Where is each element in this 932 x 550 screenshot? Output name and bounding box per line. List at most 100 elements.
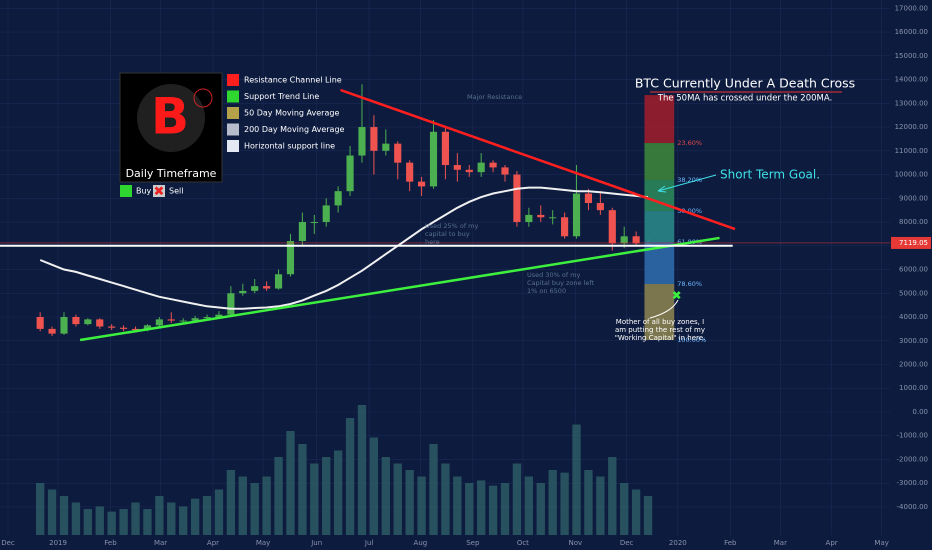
y-tick-label: 5000.00 (899, 289, 928, 297)
candle-body (632, 236, 640, 244)
fib-zone (644, 143, 675, 181)
candle-body (227, 293, 235, 315)
x-tick-label: Aug (414, 539, 428, 547)
faint-note: Used 25% of my (425, 222, 479, 230)
logo-icon (193, 88, 213, 108)
legend-label: Horizontal support line (244, 142, 335, 151)
candle-body (358, 127, 366, 156)
volume-bar (286, 431, 295, 535)
buy-zone-text: "Working Capital" in here. (615, 334, 706, 342)
legend-swatch (227, 74, 239, 86)
fib-label: 100.00% (677, 336, 706, 344)
legend-label: Support Trend Line (244, 92, 319, 101)
volume-bar (298, 444, 307, 535)
candle-body (155, 319, 163, 326)
candle-body (346, 155, 354, 192)
legend-label: 50 Day Moving Average (244, 109, 339, 118)
candle-body (608, 210, 616, 244)
x-tick-label: May (256, 539, 270, 547)
legend-swatch (227, 123, 239, 136)
y-tick-label: 16000.00 (895, 28, 928, 36)
candle-body (501, 167, 509, 175)
x-tick-label: Dec (620, 539, 634, 547)
y-tick-label: -4000.00 (897, 503, 928, 511)
candle-body (274, 274, 283, 289)
volume-bar (405, 470, 414, 535)
volume-bar (631, 489, 641, 535)
volume-bar (226, 470, 236, 535)
buy-zone-text: Mother of all buy zones, I (616, 318, 704, 326)
candle-body (298, 222, 306, 242)
volume-bar (643, 496, 653, 535)
volume-bar (190, 498, 200, 535)
volume-bar (488, 485, 498, 535)
candle-body (382, 143, 390, 151)
faint-note: Major Resistance (467, 93, 522, 101)
volume-bar (274, 457, 283, 535)
volume-bar (167, 502, 176, 535)
y-tick-label: 3000.00 (899, 337, 928, 345)
y-tick-label: -3000.00 (897, 479, 928, 487)
buy-zone-text: am putting the rest of my (615, 326, 705, 334)
volume-bar (250, 483, 259, 535)
volume-bar (202, 496, 212, 535)
candle-body (84, 319, 92, 325)
candle-body (143, 325, 152, 331)
ma-line (39, 186, 649, 310)
y-tick-label: 14000.00 (895, 76, 928, 84)
y-tick-label: 17000.00 (895, 4, 928, 12)
faint-note: here (425, 238, 440, 246)
volume-bar (143, 509, 152, 535)
candle-body (310, 222, 318, 224)
fib-zone (644, 284, 675, 340)
candle-body (525, 214, 533, 223)
candle-body (263, 286, 271, 289)
y-tick-label: 15000.00 (895, 52, 928, 60)
x-tick-label: Feb (724, 539, 737, 547)
logo-b: B (151, 88, 189, 146)
volume-bar (500, 483, 510, 535)
y-tick-label: 6000.00 (899, 266, 928, 274)
candle-body (477, 162, 485, 173)
candle-body (108, 326, 116, 328)
volume-bar (548, 470, 557, 535)
logo-text: Daily Timeframe (126, 167, 217, 180)
volume-bar (441, 463, 450, 535)
candle-body (596, 203, 604, 211)
volume-bar (333, 450, 343, 535)
fib-label: 23.60% (677, 139, 702, 147)
x-tick-label: Dec (1, 539, 15, 547)
annotation-title: BTC Currently Under A Death Cross (635, 76, 855, 91)
volume-bar (524, 476, 534, 535)
candle-body (286, 241, 295, 275)
volume-bar (429, 444, 438, 535)
volume-bar (262, 476, 271, 535)
x-tick-label: Jul (364, 539, 374, 547)
candle-body (322, 205, 330, 223)
x-tick-label: May (874, 539, 888, 547)
volume-bar (131, 502, 140, 535)
volume-bar (560, 472, 569, 535)
fib-label: 78.60% (677, 280, 702, 288)
legend-swatch (227, 107, 239, 119)
annotation-subtitle: The 50MA has crossed under the 200MA. (657, 94, 832, 104)
buyzone-arrow (649, 299, 679, 319)
candle-body (441, 131, 449, 166)
volume-bar (453, 476, 462, 535)
fib-label: 38.20% (677, 176, 702, 184)
candle-body (489, 162, 497, 168)
fib-zone (644, 211, 675, 243)
x-tick-label: Sep (466, 539, 480, 547)
candle-body (370, 127, 378, 151)
candle-body (513, 174, 521, 223)
last-price-label: 7119.05 (899, 239, 928, 247)
logo-circle (137, 84, 205, 152)
y-tick-label: 10000.00 (895, 171, 928, 179)
x-tick-label: Mar (774, 539, 787, 547)
volume-bar (536, 483, 545, 535)
candle-body (620, 236, 628, 244)
candle-body (465, 169, 473, 173)
volume-bar (393, 463, 402, 535)
